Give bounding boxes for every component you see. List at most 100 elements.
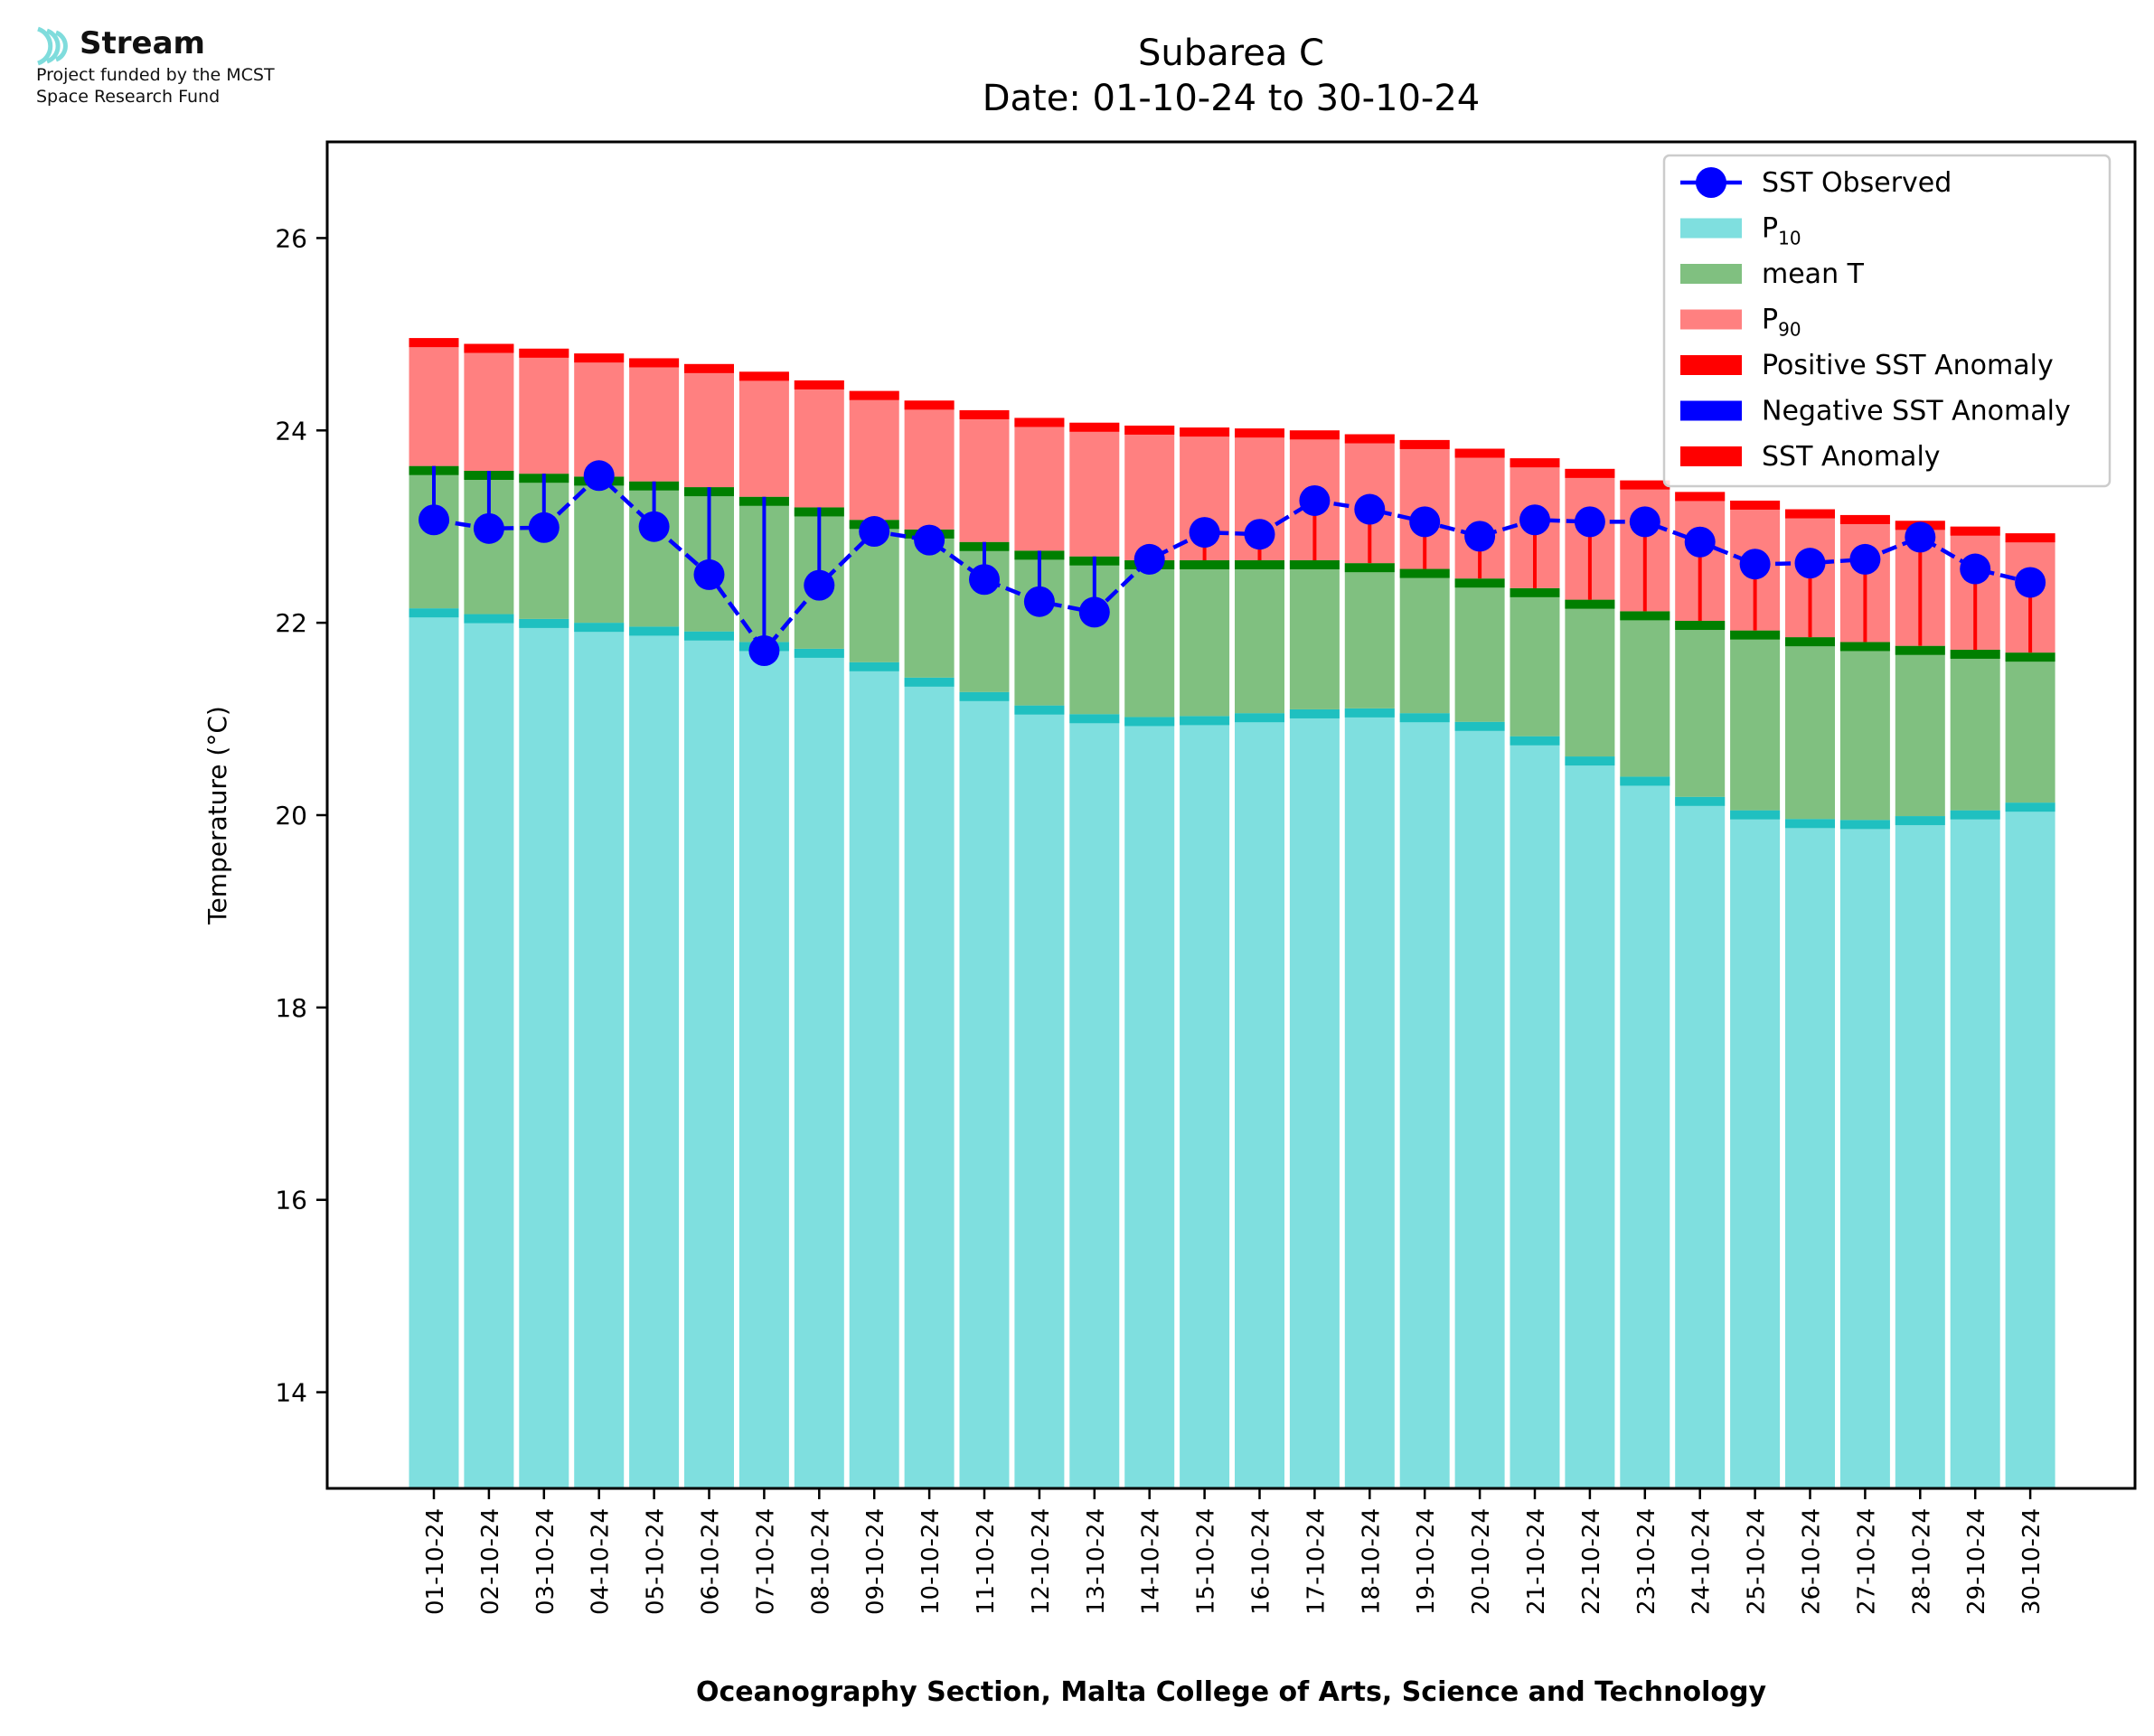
bar-mean: [1785, 637, 1835, 820]
bar-p10: [1565, 756, 1615, 1488]
bar-p10-edge: [1399, 713, 1450, 723]
x-tick-label: 23-10-24: [1633, 1508, 1660, 1615]
y-tick-label: 26: [275, 223, 307, 253]
bar-p10: [794, 648, 844, 1488]
x-tick-label: 08-10-24: [807, 1508, 834, 1615]
wave-arc-3: [54, 30, 68, 62]
legend-label: Negative SST Anomaly: [1762, 396, 2071, 427]
bar-p90: [684, 363, 734, 488]
logo-brand: Stream: [80, 25, 205, 61]
bar-p10-edge: [1675, 796, 1726, 806]
bar-p90-edge: [1785, 509, 1835, 519]
bar-mean-edge: [1565, 599, 1615, 609]
legend-label: Positive SST Anomaly: [1762, 350, 2054, 381]
x-axis: 01-10-24 02-10-24 03-10-24 04-10-24 05-10-24…: [422, 1488, 2046, 1615]
bar-mean: [1180, 559, 1230, 717]
bar-mean: [1895, 645, 1945, 817]
bar-p90-edge: [1069, 422, 1120, 432]
bar-p10-edge: [1730, 810, 1781, 820]
y-tick-label: 18: [275, 993, 307, 1023]
bar-p10-edge: [1895, 816, 1945, 826]
bar-mean-edge: [1289, 559, 1340, 569]
bar-mean: [1235, 559, 1284, 714]
sst-point: [1629, 506, 1660, 538]
bar-mean-edge: [1785, 637, 1835, 647]
sst-point: [969, 564, 1000, 596]
bar-mean: [1675, 621, 1726, 797]
legend-patch: [1680, 309, 1742, 330]
wave-arc-2: [45, 28, 61, 64]
bar-mean-edge: [1180, 559, 1230, 569]
bar-p10-edge: [629, 626, 680, 636]
x-tick-label: 13-10-24: [1083, 1508, 1110, 1615]
bar-p10: [738, 642, 789, 1488]
x-tick-label: 05-10-24: [643, 1508, 670, 1615]
bar-p90-edge: [409, 338, 459, 348]
chart-subtitle: Date: 01-10-24 to 30-10-24: [983, 78, 1481, 119]
legend-patch: [1680, 264, 1742, 284]
legend-label-subscript: 90: [1778, 319, 1801, 341]
bar-p90: [1069, 422, 1120, 557]
sst-point: [914, 524, 945, 556]
bar-p10-edge: [1510, 736, 1560, 746]
bar-p90: [904, 400, 955, 530]
bar-p90: [738, 371, 789, 497]
bar-p10: [849, 662, 899, 1488]
bar-p10: [1839, 820, 1890, 1488]
logo-funding-line-1: Project funded by the MCST: [36, 65, 275, 85]
bar-mean-edge: [1344, 563, 1395, 573]
stream-wave-icon: [37, 26, 68, 66]
bar-mean-edge: [1510, 587, 1560, 597]
sst-point: [1849, 543, 1881, 575]
bar-mean-edge: [1675, 621, 1726, 631]
bar-p10-edge: [1839, 820, 1890, 830]
legend-label: SST Anomaly: [1762, 441, 1941, 473]
x-tick-label: 18-10-24: [1358, 1508, 1385, 1615]
bar-p10: [1675, 796, 1726, 1488]
bar-p90-edge: [574, 353, 625, 363]
sst-point: [859, 516, 890, 548]
sst-point: [1133, 543, 1165, 575]
bar-p10: [464, 614, 514, 1488]
x-tick-label: 29-10-24: [1963, 1508, 1990, 1615]
bar-mean: [1620, 611, 1670, 777]
sst-point: [1684, 526, 1716, 558]
x-tick-label: 12-10-24: [1028, 1508, 1055, 1615]
y-tick-label: 20: [275, 801, 307, 830]
sst-point: [1905, 521, 1936, 553]
bar-p10-edge: [849, 662, 899, 671]
bar-p90-edge: [1839, 514, 1890, 524]
bar-p90-edge: [519, 348, 569, 358]
logo-funding-line-2: Space Research Fund: [36, 87, 221, 107]
bar-p90: [629, 358, 680, 482]
bar-p90: [409, 338, 459, 466]
legend-label: mean T: [1762, 258, 1865, 290]
x-tick-label: 02-10-24: [477, 1508, 504, 1615]
bar-p90-edge: [2005, 533, 2055, 543]
x-tick-label: 01-10-24: [422, 1508, 449, 1615]
bar-p10: [1235, 713, 1284, 1488]
bar-p10-edge: [1620, 776, 1670, 786]
x-tick-label: 30-10-24: [2018, 1508, 2046, 1615]
bar-p10: [1950, 810, 2000, 1488]
x-tick-label: 22-10-24: [1578, 1508, 1605, 1615]
bar-p90-edge: [1950, 526, 2000, 536]
x-tick-label: 19-10-24: [1413, 1508, 1440, 1615]
y-tick-label: 22: [275, 608, 307, 638]
bar-p10: [1895, 816, 1945, 1488]
bar-p90-edge: [684, 363, 734, 373]
sst-point: [528, 511, 560, 543]
y-tick-label: 14: [275, 1378, 307, 1408]
bar-p90-edge: [959, 409, 1010, 419]
bar-p90-edge: [904, 400, 955, 410]
bar-p90-edge: [464, 343, 514, 353]
bar-p90-edge: [1730, 500, 1781, 510]
x-tick-label: 10-10-24: [917, 1508, 945, 1615]
sst-line-layer: [419, 460, 2046, 667]
bar-p10: [2005, 802, 2055, 1488]
bar-mean-edge: [1235, 559, 1284, 569]
wave-arc-1: [37, 26, 53, 66]
bar-p90-edge: [1235, 428, 1284, 438]
sst-point: [2015, 567, 2046, 598]
y-tick-label: 16: [275, 1186, 307, 1215]
